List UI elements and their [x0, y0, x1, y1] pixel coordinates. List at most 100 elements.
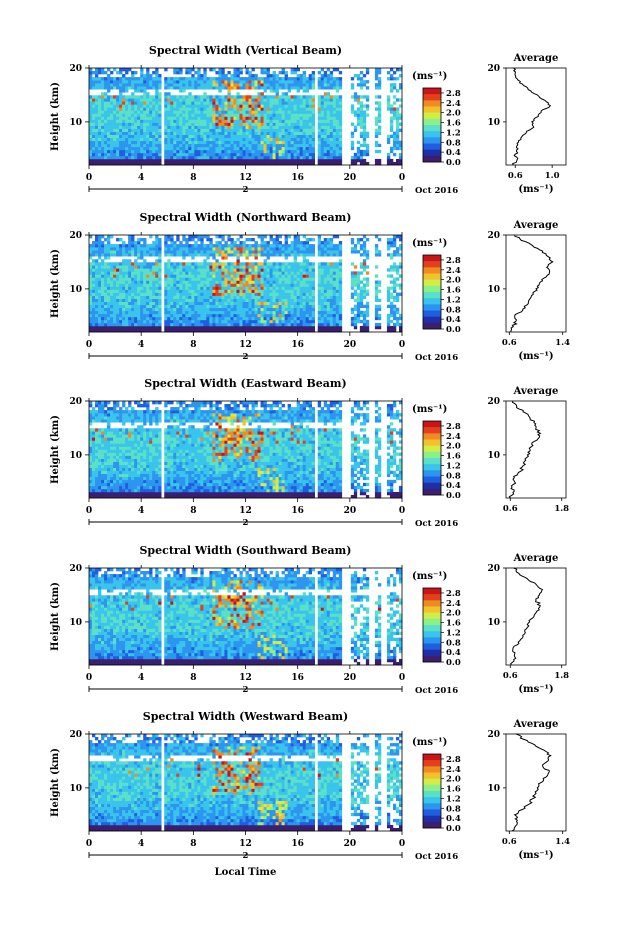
heatmap-cell [350, 107, 355, 111]
heatmap-cell [92, 280, 96, 284]
heatmap-cell [200, 140, 204, 145]
heatmap-cell [197, 74, 201, 78]
heatmap-cell [260, 122, 264, 126]
heatmap-cell [200, 328, 204, 333]
heatmap-cell [131, 143, 135, 148]
heatmap-cell [209, 77, 213, 81]
heatmap-cell [272, 113, 276, 117]
heatmap-cell [263, 274, 267, 278]
heatmap-cell [191, 307, 195, 312]
heatmap-cell [275, 310, 279, 315]
heatmap-cell [95, 80, 99, 84]
heatmap-cell [119, 95, 123, 99]
heatmap-cell [140, 265, 144, 269]
heatmap-cell [317, 122, 322, 126]
heatmap-cell [317, 77, 322, 81]
heatmap-cell [200, 268, 204, 272]
heatmap-cell [236, 146, 240, 151]
heatmap-cell [248, 74, 252, 78]
heatmap-cell [215, 277, 219, 281]
heatmap-cell [287, 316, 291, 321]
heatmap-cell [260, 319, 264, 324]
heatmap-cell [143, 122, 147, 126]
heatmap-cell [320, 128, 325, 132]
heatmap-cell [119, 161, 123, 166]
heatmap-cell [173, 301, 177, 306]
heatmap-cell [218, 122, 222, 126]
heatmap-cell [281, 131, 285, 135]
heatmap-cell [179, 83, 183, 87]
heatmap-cell [206, 101, 210, 105]
heatmap-cell [128, 134, 132, 139]
heatmap-cell [149, 101, 153, 105]
heatmap-cell [335, 68, 340, 72]
heatmap-cell [200, 137, 204, 142]
heatmap-cell [173, 280, 177, 284]
heatmap-cell [293, 319, 297, 324]
heatmap-cell [155, 322, 159, 327]
heatmap-cell [113, 122, 117, 126]
heatmap-cell [164, 316, 168, 321]
heatmap-cell [215, 319, 219, 324]
heatmap-cell [395, 119, 400, 123]
heatmap-cell [146, 268, 150, 272]
heatmap-cell [293, 83, 297, 87]
heatmap-cell [296, 271, 300, 275]
heatmap-cell [257, 122, 261, 126]
heatmap-cell [311, 143, 316, 148]
heatmap-cell [128, 250, 132, 254]
heatmap-cell [269, 262, 273, 266]
heatmap-cell [293, 259, 297, 263]
heatmap-cell [227, 304, 231, 309]
heatmap-cell [269, 80, 273, 84]
heatmap-cell [362, 161, 367, 166]
heatmap-cell [281, 119, 285, 123]
heatmap-cell [326, 268, 331, 272]
heatmap-cell [302, 134, 306, 139]
heatmap-cell [323, 110, 328, 114]
heatmap-cell [377, 158, 382, 163]
heatmap-cell [113, 155, 117, 160]
heatmap-cell [98, 143, 102, 148]
heatmap-cell [173, 319, 177, 324]
heatmap-cell [125, 98, 129, 102]
heatmap-cell [239, 134, 243, 139]
heatmap-cell [155, 143, 159, 148]
heatmap-cell [281, 322, 285, 327]
heatmap-cell [92, 310, 96, 315]
heatmap-cell [98, 68, 102, 72]
colorbar-segment [423, 143, 441, 150]
heatmap-cell [164, 152, 168, 157]
heatmap-cell [137, 158, 141, 163]
heatmap-cell [104, 328, 108, 333]
heatmap-cell [194, 98, 198, 102]
heatmap-cell [122, 304, 126, 309]
heatmap-cell [386, 134, 391, 139]
heatmap-cell [176, 77, 180, 81]
heatmap-cell [176, 101, 180, 105]
heatmap-cell [308, 86, 313, 90]
heatmap-cell [338, 128, 343, 132]
heatmap-cell [308, 319, 313, 324]
heatmap-cell [245, 277, 249, 281]
heatmap-cell [323, 295, 328, 299]
heatmap-cell [260, 301, 264, 306]
heatmap-cell [350, 131, 355, 135]
heatmap-cell [227, 155, 231, 160]
heatmap-cell [350, 104, 355, 108]
heatmap-cell [110, 325, 114, 330]
heatmap-cell [308, 104, 313, 108]
heatmap-cell [359, 149, 364, 154]
heatmap-cell [149, 289, 153, 293]
heatmap-cell [275, 98, 279, 102]
heatmap-cell [227, 89, 231, 93]
heatmap-cell [200, 119, 204, 123]
heatmap-cell [338, 77, 343, 81]
heatmap-cell [239, 301, 243, 306]
heatmap-cell [320, 253, 325, 257]
heatmap-cell [122, 241, 126, 245]
heatmap-cell [152, 253, 156, 257]
heatmap-cell [125, 268, 129, 272]
heatmap-cell [374, 74, 379, 78]
heatmap-cell [119, 268, 123, 272]
